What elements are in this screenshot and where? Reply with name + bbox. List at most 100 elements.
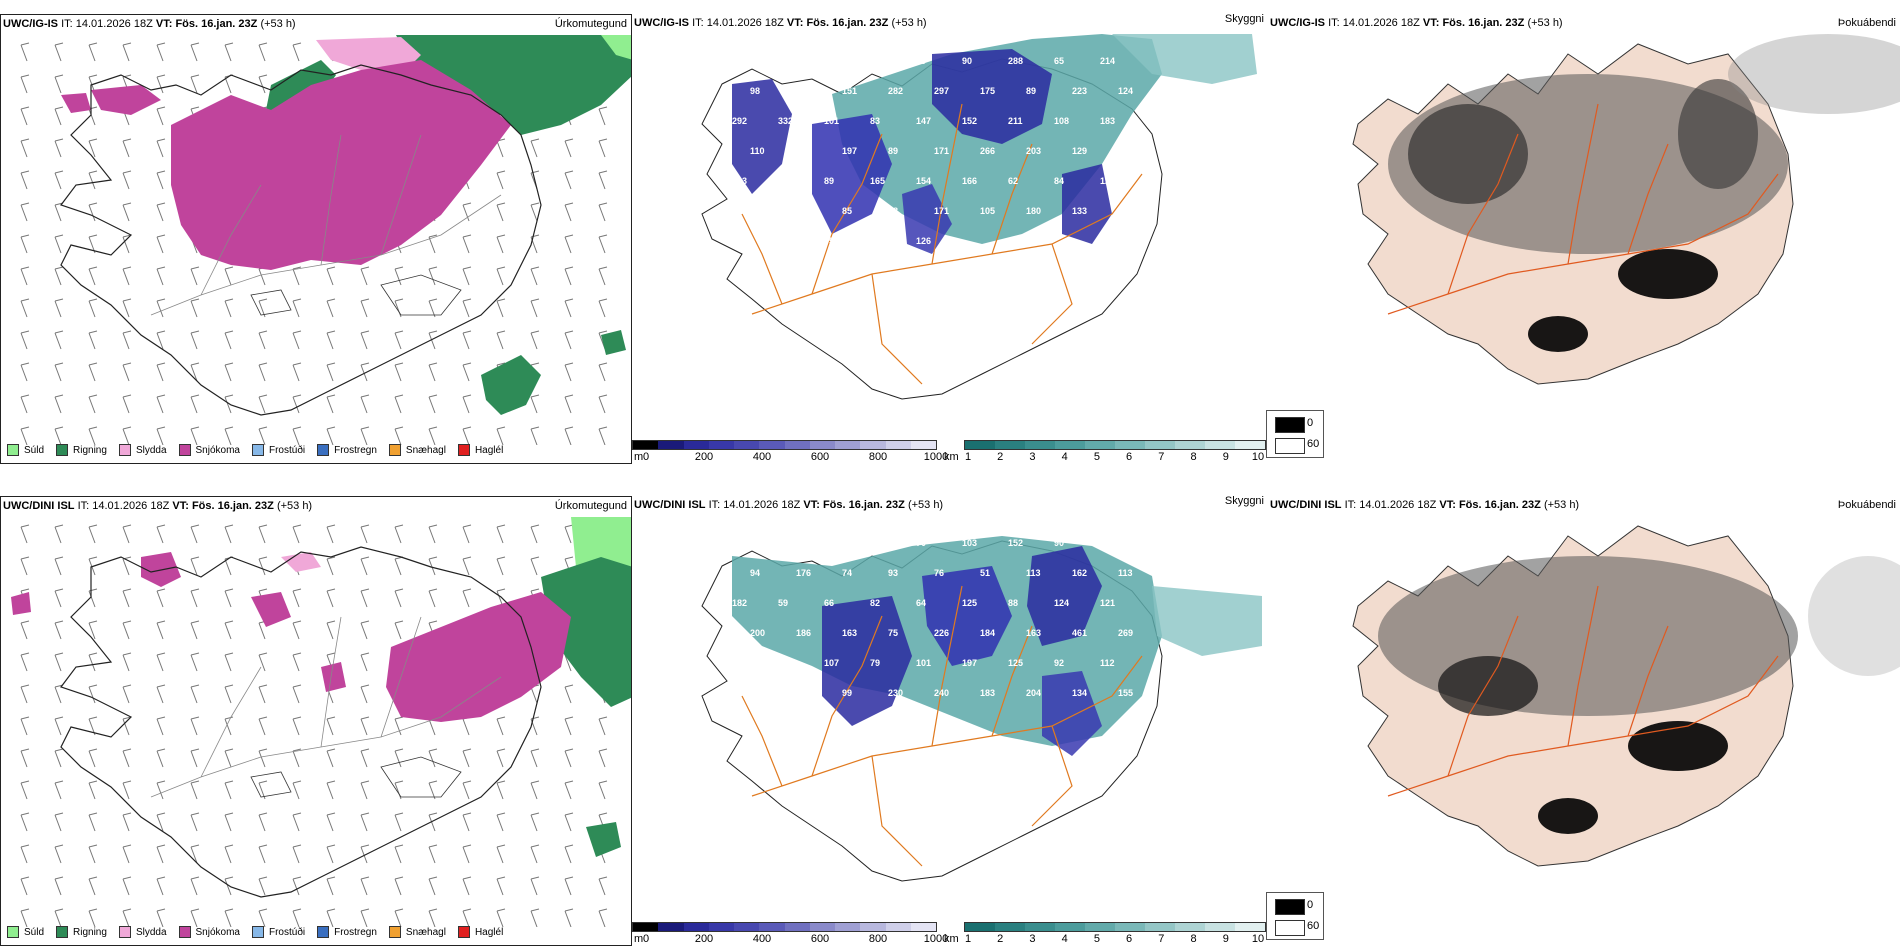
wind-barb — [360, 908, 370, 927]
cloud-base-label: 90 — [962, 56, 972, 66]
precip-legend: Súld Rigning Slydda Snjókoma Frostúði Frostre… — [7, 442, 515, 458]
precip-legend-swatch — [251, 444, 264, 456]
wind-barb — [462, 780, 472, 800]
wind-barb — [292, 684, 302, 704]
precip-legend-swatch — [251, 926, 264, 938]
height-tick-label: 400 — [752, 451, 772, 463]
wind-barb — [122, 844, 132, 864]
precip-legend-label: Snjókoma — [195, 444, 240, 456]
wind-barb — [394, 780, 404, 800]
wind-barb — [326, 812, 336, 832]
wind-barb — [54, 234, 64, 254]
cloud-base-label: 80 — [870, 538, 880, 548]
wind-barb — [530, 426, 540, 445]
wind-barb — [292, 716, 302, 736]
height-tick-label: 400 — [752, 933, 772, 945]
coastline — [60, 546, 542, 898]
wind-barb — [428, 908, 438, 927]
cloud-base-label: 214 — [1100, 56, 1115, 66]
wind-barb — [258, 844, 268, 864]
roads — [150, 134, 502, 316]
wind-barb — [394, 426, 404, 445]
rain-patch-se — [481, 355, 541, 415]
wind-barb — [496, 908, 506, 927]
cloud-base-label: 129 — [796, 86, 811, 96]
wind-barb — [258, 812, 268, 832]
wind-barb — [156, 170, 166, 190]
rain-patch-se2 — [601, 330, 626, 355]
wind-barb — [88, 298, 98, 318]
wind-barb — [88, 876, 98, 896]
precip-legend-item: Haglél — [457, 926, 503, 938]
fog-patch — [1678, 79, 1758, 189]
wind-barb — [88, 394, 98, 414]
height-colorbar-segment — [708, 923, 734, 931]
wind-barb — [530, 908, 540, 927]
wind-barb — [54, 362, 64, 382]
wind-barb — [292, 588, 302, 608]
cloud-base-label: 282 — [888, 86, 903, 96]
wind-barb — [122, 394, 132, 414]
wind-barb — [292, 812, 302, 832]
visibility-tick-label: 6 — [1126, 451, 1133, 463]
fog-patch — [1438, 656, 1538, 716]
wind-barb — [54, 780, 64, 800]
wind-barb — [156, 716, 166, 736]
cloud-base-label: 154 — [916, 176, 931, 186]
wind-barb — [564, 844, 574, 864]
precip-legend-label: Rigning — [73, 444, 107, 456]
wind-barb — [88, 524, 98, 544]
height-colorbar-segment — [658, 441, 684, 449]
snow-area-w — [61, 93, 91, 113]
cloud-base-label: 204 — [1026, 688, 1041, 698]
cloud-base-label: 59 — [1118, 206, 1128, 216]
panel-title: UWC/IG-IS IT: 14.01.2026 18Z VT: Fös. 16… — [634, 17, 927, 29]
visibility-colorbar — [964, 922, 1266, 932]
cloud-base-label: 461 — [1072, 628, 1087, 638]
wind-barb — [360, 812, 370, 832]
wind-barb — [156, 42, 166, 62]
wind-barb — [530, 234, 540, 254]
wind-barb — [462, 876, 472, 896]
wind-barb — [496, 812, 506, 832]
wind-barb — [428, 426, 438, 445]
wind-barb — [122, 684, 132, 704]
wind-barb — [530, 266, 540, 286]
wind-barb — [394, 620, 404, 640]
wind-barb — [156, 812, 166, 832]
cloud-base-label: 155 — [1118, 688, 1133, 698]
visibility-ticks: 1 2 3 4 5 6 7 8 9 10 — [965, 933, 1264, 946]
wind-barb — [564, 426, 574, 445]
wind-barb — [394, 716, 404, 736]
wind-barb — [54, 330, 64, 350]
cloud-base-label: 211 — [1008, 116, 1023, 126]
wind-barb — [564, 362, 574, 382]
wind-barb — [258, 362, 268, 382]
wind-barb — [224, 748, 234, 768]
wind-barb — [258, 716, 268, 736]
cloud-base-label: 75 — [888, 628, 898, 638]
wind-barb — [54, 620, 64, 640]
wind-barb — [360, 652, 370, 672]
wind-barb — [88, 684, 98, 704]
cloud-base-label: 123 — [750, 206, 765, 216]
height-colorbar-segment — [910, 441, 936, 449]
cloud-base-label: 292 — [732, 116, 747, 126]
wind-barb — [462, 234, 472, 254]
height-tick-label: 1000 — [923, 933, 949, 945]
panel-fog-bottom: UWC/DINI ISL IT: 14.01.2026 18Z VT: Fös.… — [1268, 496, 1900, 946]
visibility-colorbar-segment — [995, 441, 1025, 449]
height-colorbar — [632, 440, 937, 450]
wind-barb — [462, 298, 472, 318]
wind-barb — [224, 330, 234, 350]
fog-legend-high: 60 — [1307, 438, 1320, 450]
wind-barb — [496, 298, 506, 318]
wind-barb — [258, 42, 268, 62]
cloud-base-label: 89 — [888, 146, 898, 156]
fog-map-bottom — [1352, 525, 1900, 867]
wind-barb — [360, 556, 370, 576]
wind-barb — [428, 330, 438, 350]
height-colorbar-segment — [683, 441, 709, 449]
wind-barb — [462, 908, 472, 927]
cloud-base-label: 96 — [778, 718, 788, 728]
